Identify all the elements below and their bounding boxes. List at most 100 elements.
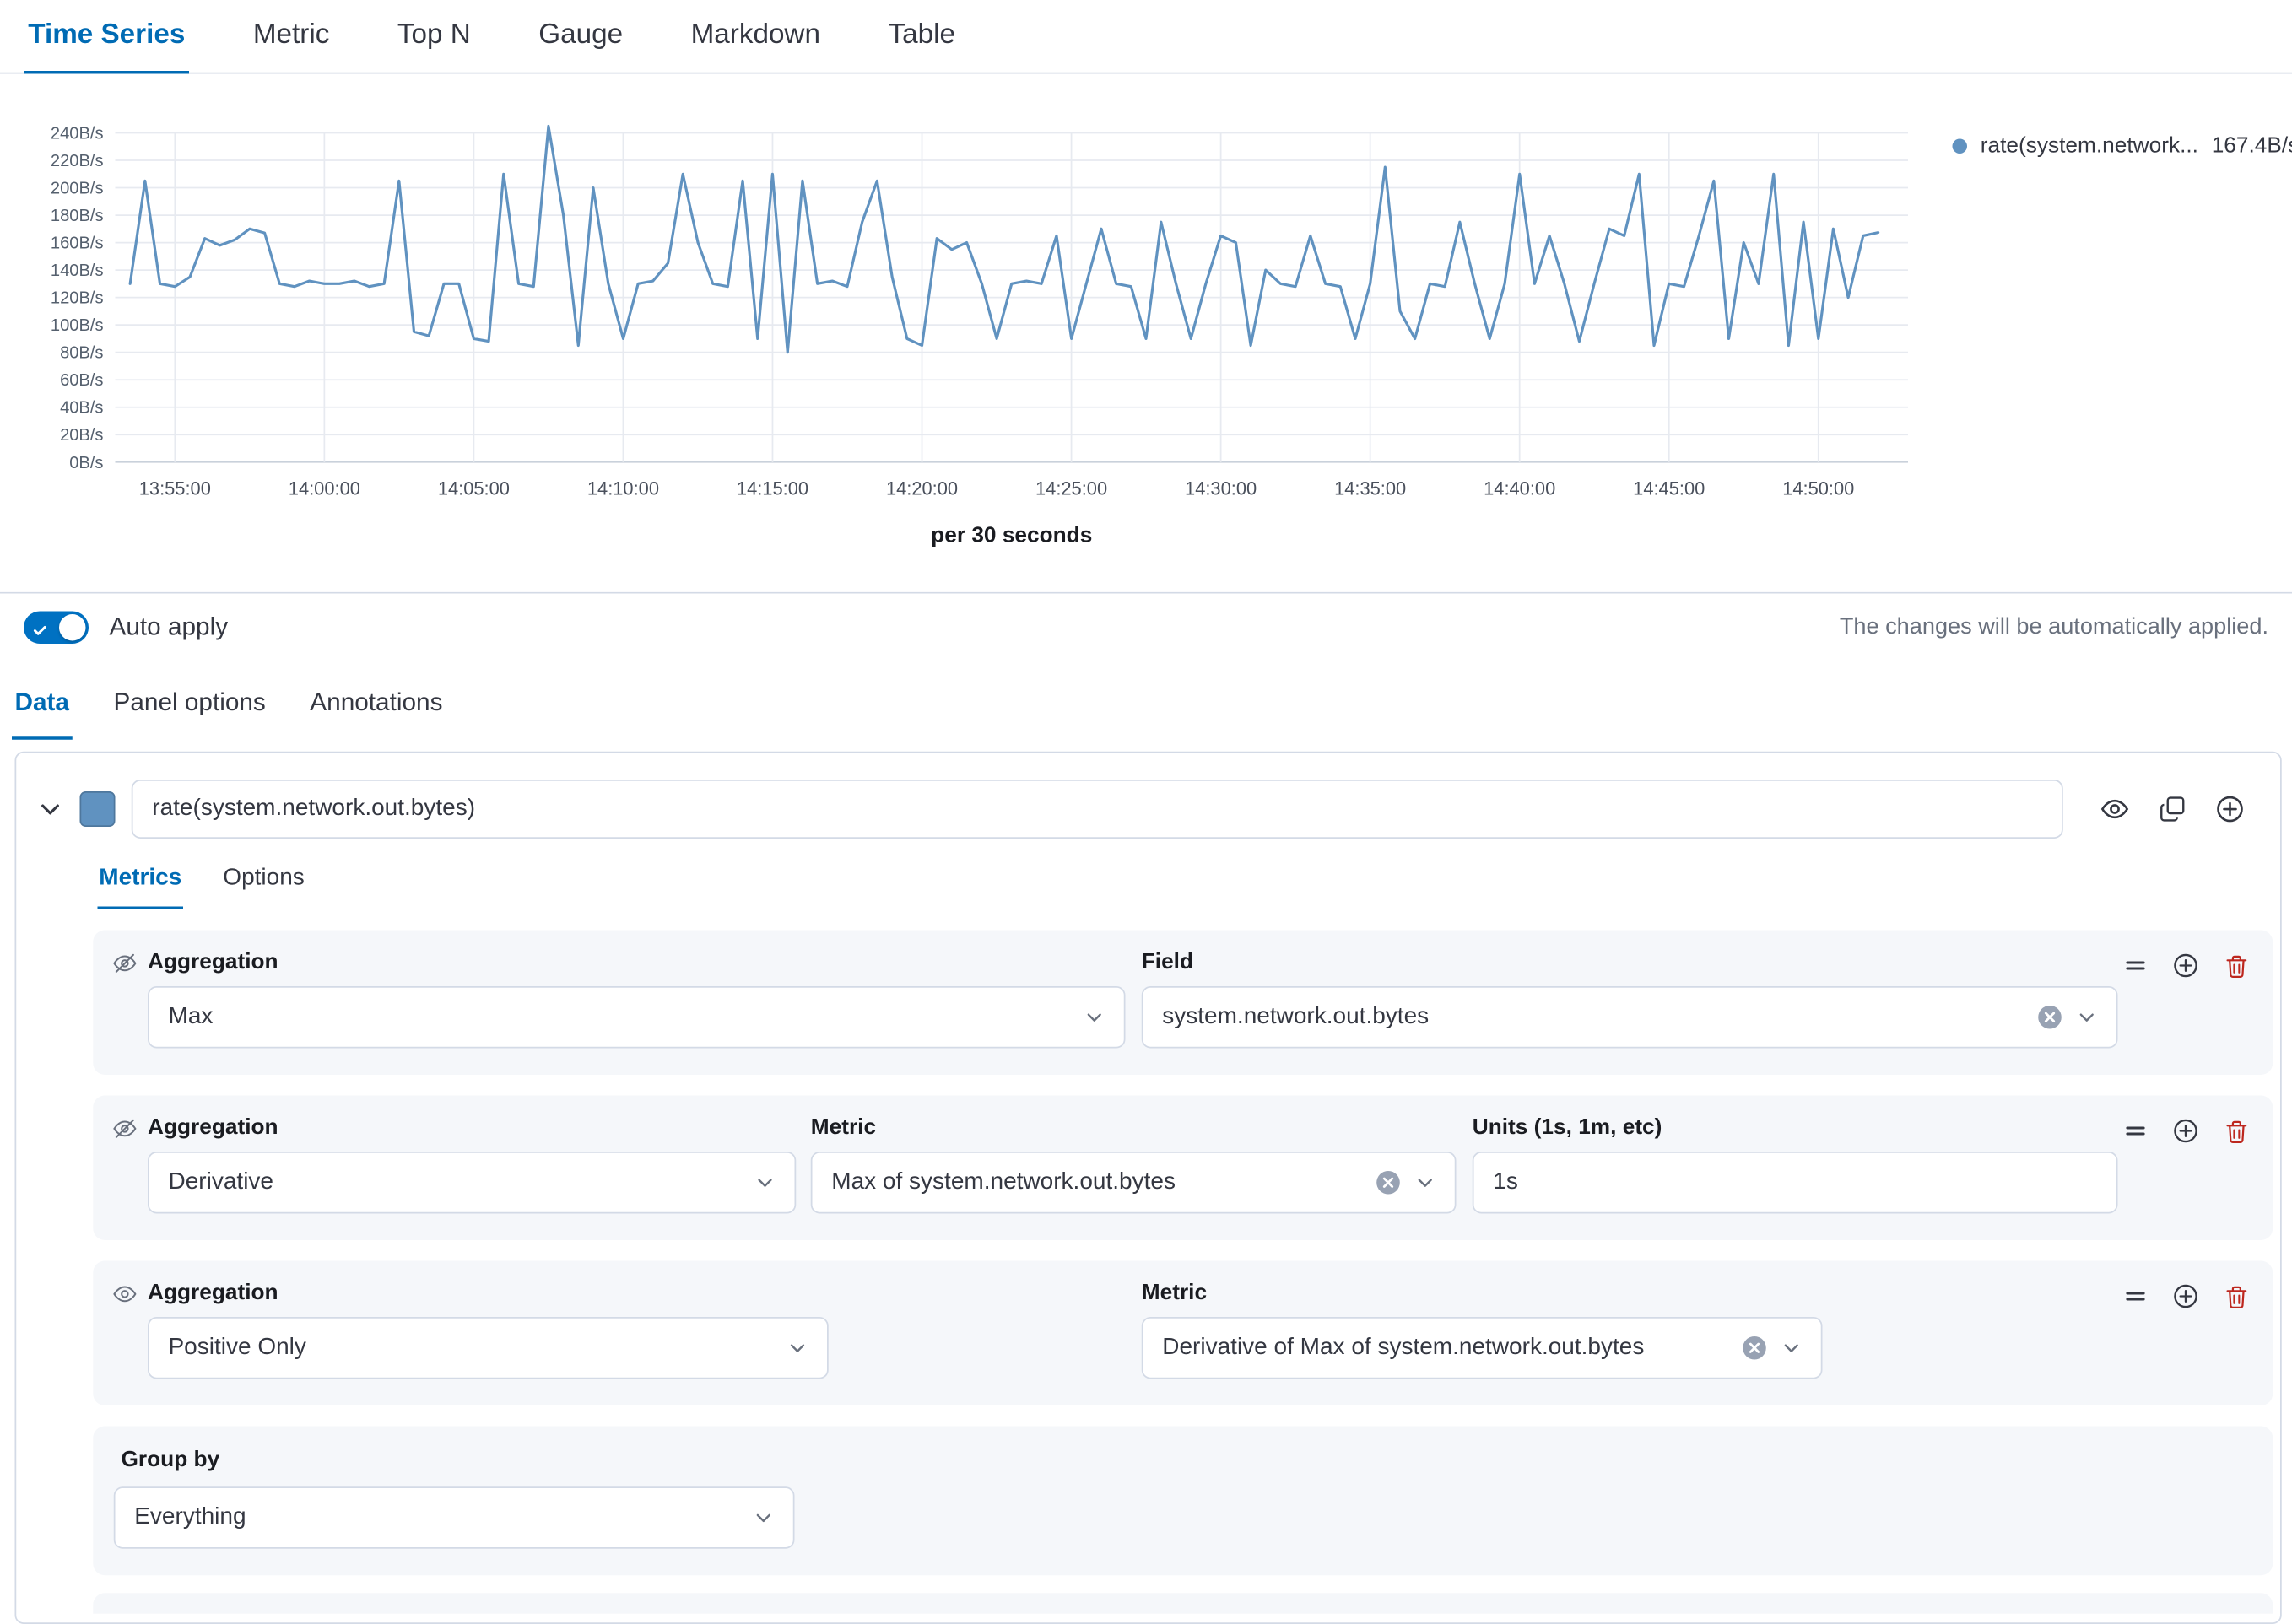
svg-text:40B/s: 40B/s (60, 399, 103, 418)
series-header-actions (2100, 795, 2246, 824)
tsvb-editor: Time Series Metric Top N Gauge Markdown … (0, 0, 2292, 1546)
chevron-down-icon (1084, 1007, 1105, 1028)
row-actions (2124, 952, 2256, 979)
drag-handle-icon[interactable] (2124, 1285, 2148, 1308)
metric-label: Metric (1142, 1280, 1823, 1305)
timeseries-chart[interactable]: 0B/s20B/s40B/s60B/s80B/s100B/s120B/s140B… (41, 118, 1917, 520)
tab-panel-options-label: Panel options (114, 688, 266, 716)
tab-table[interactable]: Table (884, 0, 960, 74)
chevron-down-icon (754, 1508, 775, 1529)
chevron-down-icon (1415, 1173, 1436, 1194)
eye-icon[interactable] (2100, 795, 2130, 824)
tab-annotations[interactable]: Annotations (307, 688, 446, 740)
aggregation-label: Aggregation (148, 1114, 796, 1140)
svg-text:14:05:00: 14:05:00 (438, 477, 510, 499)
series-panel: Metrics Options Aggregation Max Field sy… (15, 752, 2282, 1624)
tab-top-n[interactable]: Top N (393, 0, 475, 74)
legend-series-name: rate(system.network... (1981, 133, 2198, 159)
svg-text:100B/s: 100B/s (51, 316, 104, 335)
add-metric-plus-circle-icon[interactable] (2172, 1118, 2199, 1145)
units-label: Units (1s, 1m, etc) (1473, 1114, 2118, 1140)
field-label: Field (1142, 949, 2118, 974)
tab-data[interactable]: Data (12, 688, 73, 740)
metric-select-value: Max of system.network.out.bytes (831, 1169, 1363, 1196)
tab-data-label: Data (15, 688, 70, 716)
drag-handle-icon[interactable] (2124, 954, 2148, 978)
tab-options[interactable]: Options (222, 866, 306, 910)
clear-icon[interactable] (1375, 1169, 1402, 1196)
tab-table-label: Table (888, 19, 954, 52)
auto-apply-toggle[interactable] (24, 612, 89, 645)
svg-text:120B/s: 120B/s (51, 289, 104, 308)
metric-select[interactable]: Max of system.network.out.bytes (811, 1152, 1457, 1214)
aggregation-select[interactable]: Positive Only (148, 1317, 829, 1379)
series-color-swatch[interactable] (80, 791, 116, 827)
field-select-value: system.network.out.bytes (1162, 1004, 2024, 1031)
add-metric-plus-circle-icon[interactable] (2172, 1283, 2199, 1310)
tab-gauge[interactable]: Gauge (534, 0, 627, 74)
svg-text:140B/s: 140B/s (51, 262, 104, 280)
add-series-plus-circle-icon[interactable] (2215, 795, 2245, 824)
units-input[interactable] (1473, 1152, 2118, 1214)
tab-time-series[interactable]: Time Series (24, 0, 190, 74)
metric-select[interactable]: Derivative of Max of system.network.out.… (1142, 1317, 1823, 1379)
collapse-chevron-icon[interactable] (37, 796, 64, 823)
svg-text:0B/s: 0B/s (69, 454, 103, 472)
legend-series-value: 167.4B/s (2212, 133, 2292, 159)
svg-text:20B/s: 20B/s (60, 426, 103, 445)
clear-icon[interactable] (1741, 1335, 1768, 1362)
series-label-input[interactable] (132, 780, 2063, 839)
clear-icon[interactable] (2036, 1004, 2063, 1031)
aggregation-select[interactable]: Max (148, 986, 1126, 1049)
tab-top-n-label: Top N (397, 19, 471, 52)
tab-metrics-label: Metrics (99, 866, 181, 891)
trash-icon[interactable] (2224, 1284, 2250, 1309)
aggregation-group: Aggregation Positive Only (148, 1280, 829, 1379)
group-by-select-value: Everything (134, 1504, 753, 1531)
tab-metrics[interactable]: Metrics (98, 866, 184, 910)
group-by-label: Group by (122, 1447, 2252, 1472)
field-select[interactable]: system.network.out.bytes (1142, 986, 2118, 1049)
tab-time-series-label: Time Series (28, 19, 185, 52)
clone-icon[interactable] (2160, 796, 2187, 823)
metric-row-derivative: Aggregation Derivative Metric Max of sys… (93, 1096, 2273, 1241)
editor-tabbar: Data Panel options Annotations (0, 661, 2292, 740)
tab-markdown[interactable]: Markdown (686, 0, 824, 74)
metrics-options-tabbar: Metrics Options (98, 866, 2281, 910)
aggregation-group: Aggregation Max (148, 949, 1126, 1048)
metric-group: Metric Derivative of Max of system.netwo… (1142, 1280, 1823, 1379)
aggregation-group: Aggregation Derivative (148, 1114, 796, 1213)
svg-text:80B/s: 80B/s (60, 344, 103, 363)
eye-slash-icon[interactable] (112, 1116, 138, 1149)
chevron-down-icon (754, 1173, 776, 1194)
svg-text:180B/s: 180B/s (51, 207, 104, 225)
add-metric-plus-circle-icon[interactable] (2172, 952, 2199, 979)
eye-icon[interactable] (112, 1281, 138, 1314)
chart-legend[interactable]: rate(system.network... 167.4B/s (1953, 133, 2292, 159)
row-actions (2124, 1118, 2256, 1145)
tab-panel-options[interactable]: Panel options (111, 688, 268, 740)
svg-text:13:55:00: 13:55:00 (139, 477, 211, 499)
svg-text:14:00:00: 14:00:00 (289, 477, 360, 499)
tab-annotations-label: Annotations (310, 688, 442, 716)
metric-row-max: Aggregation Max Field system.network.out… (93, 931, 2273, 1076)
tab-options-label: Options (223, 866, 304, 891)
series-header (16, 771, 2280, 851)
svg-text:14:10:00: 14:10:00 (587, 477, 659, 499)
tab-markdown-label: Markdown (691, 19, 820, 52)
viz-type-tabbar: Time Series Metric Top N Gauge Markdown … (0, 0, 2292, 74)
trash-icon[interactable] (2224, 953, 2250, 979)
toggle-knob (59, 614, 86, 641)
svg-text:14:50:00: 14:50:00 (1782, 477, 1854, 499)
drag-handle-icon[interactable] (2124, 1120, 2148, 1143)
group-by-select[interactable]: Everything (114, 1486, 795, 1549)
tab-metric[interactable]: Metric (249, 0, 334, 74)
aggregation-select[interactable]: Derivative (148, 1152, 796, 1214)
next-section-partial (93, 1593, 2273, 1614)
trash-icon[interactable] (2224, 1119, 2250, 1144)
eye-slash-icon[interactable] (112, 951, 138, 984)
svg-text:14:20:00: 14:20:00 (886, 477, 958, 499)
units-group: Units (1s, 1m, etc) (1473, 1114, 2118, 1213)
legend-series-dot (1953, 138, 1968, 154)
